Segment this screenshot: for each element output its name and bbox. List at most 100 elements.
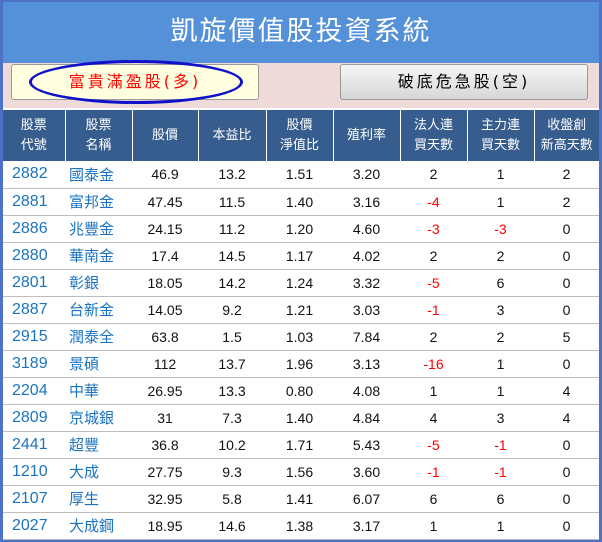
stock-table: 股票 代號 股票 名稱 股價 本益比 股價 淨值比 殖利率 法人連 買天數 主力連 買天數 收盤創 新高天數… [3, 110, 599, 540]
column-header-line: 名稱 [85, 137, 112, 153]
cell-code[interactable]: 2880 [3, 242, 65, 270]
mode-selector: 富貴滿盈股(多) 破底危急股(空) [3, 60, 599, 108]
cell-pe: 10.2 [198, 431, 266, 459]
cell-name[interactable]: 台新金 [65, 296, 132, 324]
long-stocks-button[interactable]: 富貴滿盈股(多) [11, 64, 259, 100]
cell-name[interactable]: 華南金 [65, 242, 132, 270]
cell-inst-days: -5 [400, 431, 467, 459]
cell-high-days: 0 [534, 215, 599, 243]
cell-code[interactable]: 2107 [3, 485, 65, 513]
column-header-line: 股票 [85, 117, 112, 133]
cell-code[interactable]: 2027 [3, 512, 65, 540]
table-row[interactable]: 1210 大成 27.75 9.3 1.56 3.60 -1 -1 0 [3, 458, 599, 486]
cell-high-days: 2 [534, 161, 599, 189]
column-header-line: 法人連 [413, 117, 453, 133]
cell-high-days: 0 [534, 512, 599, 540]
cell-code[interactable]: 2809 [3, 404, 65, 432]
column-header-line: 新高天數 [540, 137, 593, 153]
cell-high-days: 0 [534, 431, 599, 459]
table-row[interactable]: 2027 大成鋼 18.95 14.6 1.38 3.17 1 1 0 [3, 512, 599, 540]
table-row[interactable]: 2204 中華 26.95 13.3 0.80 4.08 1 1 4 [3, 377, 599, 405]
cell-code[interactable]: 2441 [3, 431, 65, 459]
cell-code[interactable]: 2882 [3, 161, 65, 189]
cell-name[interactable]: 超豐 [65, 431, 132, 459]
cell-yield: 3.20 [333, 161, 400, 189]
column-header-pe: 本益比 [198, 110, 267, 161]
cell-pe: 5.8 [198, 485, 266, 513]
cell-high-days: 0 [534, 485, 599, 513]
cell-major-days: 6 [467, 269, 534, 297]
table-row[interactable]: 3189 景碩 112 13.7 1.96 3.13 -16 1 0 [3, 350, 599, 378]
cell-inst-days: -16 [400, 350, 467, 378]
cell-name[interactable]: 彰銀 [65, 269, 132, 297]
cell-yield: 3.16 [333, 188, 400, 216]
cell-price: 27.75 [132, 458, 198, 486]
cell-pe: 1.5 [198, 323, 266, 351]
column-header-line: 收盤創 [547, 117, 587, 133]
column-header-line: 淨值比 [279, 137, 319, 153]
cell-pb: 1.03 [266, 323, 333, 351]
cell-price: 112 [132, 350, 198, 378]
cell-code[interactable]: 1210 [3, 458, 65, 486]
column-header-line: 買天數 [480, 137, 520, 153]
cell-price: 63.8 [132, 323, 198, 351]
cell-yield: 4.60 [333, 215, 400, 243]
table-row[interactable]: 2809 京城銀 31 7.3 1.40 4.84 4 3 4 [3, 404, 599, 432]
table-row[interactable]: 2882 國泰金 46.9 13.2 1.51 3.20 2 1 2 [3, 161, 599, 189]
cell-major-days: 1 [467, 512, 534, 540]
cell-code[interactable]: 2886 [3, 215, 65, 243]
cell-code[interactable]: 2204 [3, 377, 65, 405]
cell-pe: 13.7 [198, 350, 266, 378]
cell-name[interactable]: 京城銀 [65, 404, 132, 432]
cell-pb: 1.96 [266, 350, 333, 378]
cell-pe: 14.2 [198, 269, 266, 297]
cell-inst-days: 4 [400, 404, 467, 432]
cell-inst-days: 2 [400, 323, 467, 351]
column-header-price: 股價 [132, 110, 199, 161]
table-row[interactable]: 2886 兆豐金 24.15 11.2 1.20 4.60 -3 -3 0 [3, 215, 599, 243]
table-row[interactable]: 2441 超豐 36.8 10.2 1.71 5.43 -5 -1 0 [3, 431, 599, 459]
cell-name[interactable]: 潤泰全 [65, 323, 132, 351]
cell-code[interactable]: 2881 [3, 188, 65, 216]
cell-inst-days: 2 [400, 161, 467, 189]
cell-price: 47.45 [132, 188, 198, 216]
cell-pe: 14.5 [198, 242, 266, 270]
column-header-line: 買天數 [413, 137, 453, 153]
table-row[interactable]: 2107 厚生 32.95 5.8 1.41 6.07 6 6 0 [3, 485, 599, 513]
cell-pb: 1.38 [266, 512, 333, 540]
cell-name[interactable]: 兆豐金 [65, 215, 132, 243]
table-row[interactable]: 2801 彰銀 18.05 14.2 1.24 3.32 -5 6 0 [3, 269, 599, 297]
table-row[interactable]: 2915 潤泰全 63.8 1.5 1.03 7.84 2 2 5 [3, 323, 599, 351]
cell-code[interactable]: 2915 [3, 323, 65, 351]
table-row[interactable]: 2887 台新金 14.05 9.2 1.21 3.03 -1 3 0 [3, 296, 599, 324]
cell-code[interactable]: 2887 [3, 296, 65, 324]
cell-name[interactable]: 大成 [65, 458, 132, 486]
cell-major-days: 3 [467, 296, 534, 324]
cell-name[interactable]: 厚生 [65, 485, 132, 513]
cell-name[interactable]: 富邦金 [65, 188, 132, 216]
cell-name[interactable]: 大成鋼 [65, 512, 132, 540]
cell-major-days: 3 [467, 404, 534, 432]
cell-price: 24.15 [132, 215, 198, 243]
column-header-yield: 殖利率 [333, 110, 401, 161]
cell-yield: 3.60 [333, 458, 400, 486]
cell-pe: 11.2 [198, 215, 266, 243]
cell-name[interactable]: 中華 [65, 377, 132, 405]
cell-name[interactable]: 國泰金 [65, 161, 132, 189]
cell-price: 32.95 [132, 485, 198, 513]
cell-code[interactable]: 3189 [3, 350, 65, 378]
cell-name[interactable]: 景碩 [65, 350, 132, 378]
column-header-line: 主力連 [480, 117, 520, 133]
cell-inst-days: 1 [400, 512, 467, 540]
cell-code[interactable]: 2801 [3, 269, 65, 297]
table-row[interactable]: 2880 華南金 17.4 14.5 1.17 4.02 2 2 0 [3, 242, 599, 270]
cell-pb: 0.80 [266, 377, 333, 405]
column-header-code: 股票 代號 [3, 110, 66, 161]
cell-pe: 7.3 [198, 404, 266, 432]
cell-price: 36.8 [132, 431, 198, 459]
cell-inst-days: 1 [400, 377, 467, 405]
cell-yield: 6.07 [333, 485, 400, 513]
table-row[interactable]: 2881 富邦金 47.45 11.5 1.40 3.16 -4 1 2 [3, 188, 599, 216]
short-stocks-button[interactable]: 破底危急股(空) [340, 64, 588, 100]
